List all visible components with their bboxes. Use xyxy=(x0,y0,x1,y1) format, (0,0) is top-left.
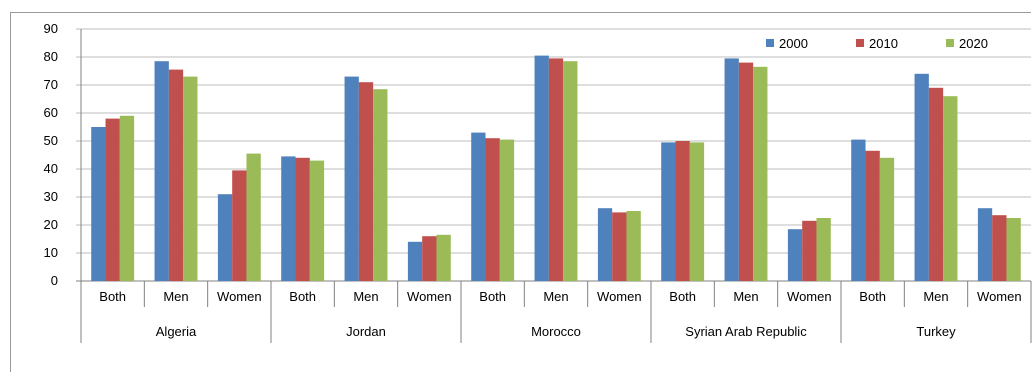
bar-2010 xyxy=(295,157,310,281)
bar-2020 xyxy=(626,211,641,281)
legend-swatch-2020 xyxy=(946,39,954,47)
bar-2020 xyxy=(1006,218,1021,281)
legend-label-2000: 2000 xyxy=(779,36,808,51)
bar-2010 xyxy=(675,141,690,281)
bar-2020 xyxy=(119,115,135,281)
y-tick-label: 20 xyxy=(44,217,58,232)
bar-2010 xyxy=(485,138,500,281)
bar-2000 xyxy=(281,156,296,281)
category-label: Men xyxy=(163,289,188,304)
chart-frame xyxy=(10,12,1031,372)
bar-2000 xyxy=(787,229,803,281)
y-tick-label: 90 xyxy=(44,21,58,36)
bar-2020 xyxy=(879,157,895,281)
bar-2000 xyxy=(91,127,106,281)
legend-swatch-2000 xyxy=(766,39,774,47)
category-label: Women xyxy=(977,289,1022,304)
bar-2000 xyxy=(914,73,929,281)
bar-2010 xyxy=(358,82,374,281)
y-axis-ticks: 0 10 20 30 40 50 60 70 80 90 xyxy=(44,21,58,288)
y-tick-label: 40 xyxy=(44,161,58,176)
legend-label-2010: 2010 xyxy=(869,36,898,51)
bar-2010 xyxy=(168,69,184,281)
category-label: Both xyxy=(479,289,506,304)
category-label: Men xyxy=(923,289,948,304)
bar-2020 xyxy=(753,66,768,281)
y-tick-label: 10 xyxy=(44,245,58,260)
bar-2010 xyxy=(865,150,880,281)
bar-2010 xyxy=(105,118,120,281)
category-label: Both xyxy=(859,289,886,304)
bar-2010 xyxy=(548,58,564,282)
bar-2010 xyxy=(738,62,754,281)
bar-2000 xyxy=(217,194,233,281)
bar-2000 xyxy=(534,55,549,281)
group-label: Syrian Arab Republic xyxy=(685,324,807,339)
bar-2010 xyxy=(612,212,627,281)
bar-2000 xyxy=(597,208,613,281)
legend-label-2020: 2020 xyxy=(959,36,988,51)
category-label: Men xyxy=(353,289,378,304)
x-axis: Both Men Women Both Men Women Both Men Women Both… xyxy=(99,281,1032,343)
bar-2010 xyxy=(232,170,247,281)
bar-2000 xyxy=(977,208,993,281)
bar-2020 xyxy=(246,153,261,281)
category-label: Both xyxy=(669,289,696,304)
bar-2020 xyxy=(436,234,451,281)
y-tick-label: 30 xyxy=(44,189,58,204)
y-tick-label: 80 xyxy=(44,49,58,64)
bar-2000 xyxy=(154,61,169,282)
legend: 2000 2010 2020 xyxy=(766,36,988,51)
y-tick-label: 0 xyxy=(51,273,58,288)
bar-2010 xyxy=(928,87,944,281)
bar-2010 xyxy=(992,215,1007,281)
y-tick-label: 50 xyxy=(44,133,58,148)
bars xyxy=(91,55,1021,282)
bar-2010 xyxy=(422,236,437,281)
group-label: Morocco xyxy=(531,324,581,339)
category-label: Women xyxy=(407,289,452,304)
bar-2020 xyxy=(689,142,705,281)
bar-2000 xyxy=(344,76,359,281)
bar-2000 xyxy=(661,142,676,281)
y-tick-label: 60 xyxy=(44,105,58,120)
bar-2020 xyxy=(499,139,515,281)
category-label: Men xyxy=(733,289,758,304)
bar-2000 xyxy=(407,241,423,281)
group-label: Algeria xyxy=(156,324,197,339)
bar-2000 xyxy=(851,139,866,281)
category-label: Men xyxy=(543,289,568,304)
bar-2000 xyxy=(724,58,739,282)
group-label: Turkey xyxy=(916,324,956,339)
y-tick-label: 70 xyxy=(44,77,58,92)
bar-2020 xyxy=(563,61,578,282)
bar-2020 xyxy=(183,76,198,281)
category-label: Both xyxy=(289,289,316,304)
bar-2020 xyxy=(943,96,958,281)
category-label: Both xyxy=(99,289,126,304)
bar-2020 xyxy=(373,89,388,281)
legend-swatch-2010 xyxy=(856,39,864,47)
category-label: Women xyxy=(597,289,642,304)
bar-2020 xyxy=(309,160,325,281)
group-label: Jordan xyxy=(346,324,386,339)
bar-2000 xyxy=(471,132,486,281)
category-label: Women xyxy=(217,289,262,304)
bar-2020 xyxy=(816,218,831,281)
bar-2010 xyxy=(802,220,817,281)
category-label: Women xyxy=(787,289,832,304)
